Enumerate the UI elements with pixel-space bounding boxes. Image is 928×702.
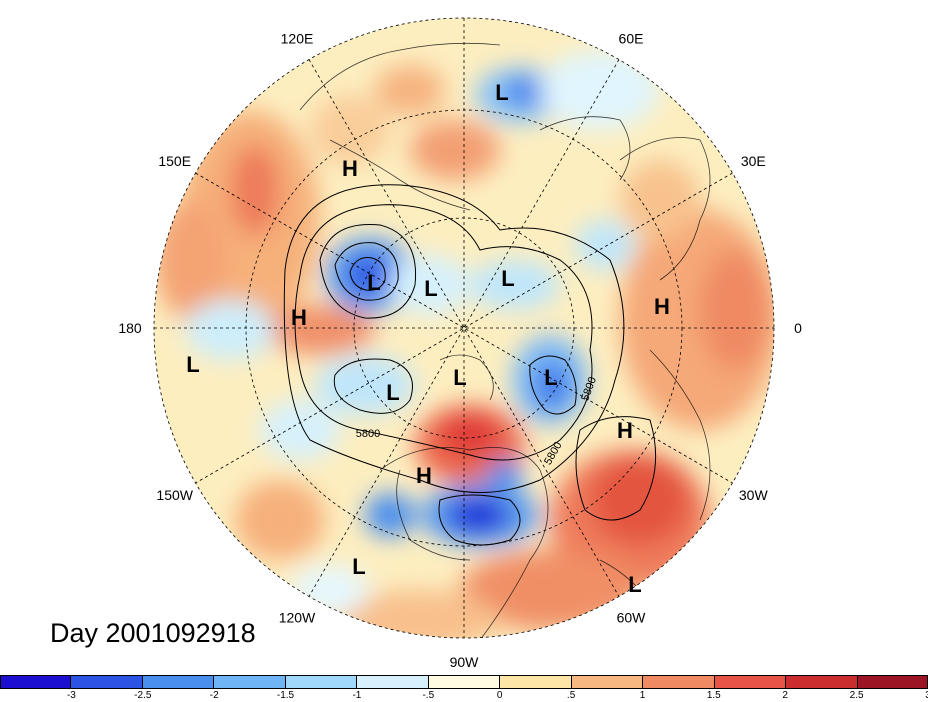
lon-label-0: 90E [452,0,477,2]
colorbar-label-11: 2.5 [849,690,864,701]
colorbar-cell-1 [71,675,143,689]
pressure-center-L-2: L [367,270,380,295]
pressure-center-H-7: H [654,294,670,319]
pressure-center-L-3: L [424,276,437,301]
lon-label-6: 90W [450,654,480,670]
colorbar-label-9: 1.5 [706,690,721,701]
lon-label-7: 120W [279,609,316,625]
pressure-center-L-10: L [544,365,557,390]
pressure-center-L-4: L [501,266,514,291]
lon-label-1: 60E [619,31,644,47]
pressure-center-L-9: L [453,365,466,390]
lon-label-4: 30W [739,487,769,503]
colorbar-label-1: -2.5 [134,690,152,701]
colorbar-cell-0 [0,675,72,689]
colorbar-cell-3 [214,675,286,689]
colorbar-label-2: -2 [209,690,219,701]
color-scale-labels: -3 -2.5 -2 -1.5 -1 -.5 0 .5 1 1.5 2 2.5 3 [0,690,928,702]
pressure-center-L-8: L [386,380,399,405]
globe-edge [153,17,775,639]
graticule [154,18,774,638]
polar-map: 90E 60E 30E 0 30W 60W 90W 120W 150W 180 150E 120E L… [118,0,802,670]
pressure-center-labels: L H L L L H L H L L L H H L L [186,80,670,597]
pressure-center-H-5: H [291,305,307,330]
longitude-labels: 90E 60E 30E 0 30W 60W 90W 120W 150W 180 150E 120E [118,0,802,670]
map-title: Day 2001092918 [50,618,256,648]
colorbar-cell-12 [857,675,928,689]
pressure-center-H-1: H [342,156,358,181]
colorbar-label-8: 1 [639,690,646,701]
colorbar-label-3: -1.5 [276,690,295,701]
contour-label-0: 5800 [356,428,380,440]
colorbar-cell-7 [500,675,572,689]
colorbar-cell-10 [714,675,787,689]
pressure-center-H-11: H [617,418,633,443]
height-contours [283,184,657,546]
lon-label-2: 30E [741,153,766,169]
colorbar-cell-4 [285,675,358,689]
color-scale-frame [0,675,928,689]
lon-label-10: 150E [158,153,191,169]
pressure-center-L-6: L [186,352,199,377]
lon-label-3: 0 [794,320,802,336]
colorbar-cell-5 [357,675,429,689]
anomaly-field [154,18,774,638]
lon-label-9: 180 [118,320,142,336]
colorbar-label-10: 2 [782,690,788,701]
lon-label-11: 120E [281,31,314,47]
pressure-center-L-14: L [628,572,641,597]
pressure-center-L-0: L [495,80,508,105]
colorbar-label-7: .5 [566,690,576,701]
lon-label-5: 60W [617,609,647,625]
colorbar-label-6: 0 [496,690,503,701]
colorbar-label-4: -1 [352,690,362,701]
pressure-center-L-13: L [352,554,365,579]
lon-label-8: 150W [156,487,193,503]
colorbar-label-12: 3 [925,690,928,701]
colorbar-cell-2 [142,675,215,689]
color-scale-bar [0,675,928,689]
colorbar-cell-8 [571,675,644,689]
colorbar-label-5: -.5 [422,690,435,701]
colorbar-cell-6 [428,675,501,689]
colorbar-label-0: -3 [66,690,76,701]
colorbar-cell-9 [643,675,715,689]
colorbar-cell-11 [786,675,858,689]
pressure-center-H-12: H [416,463,432,488]
